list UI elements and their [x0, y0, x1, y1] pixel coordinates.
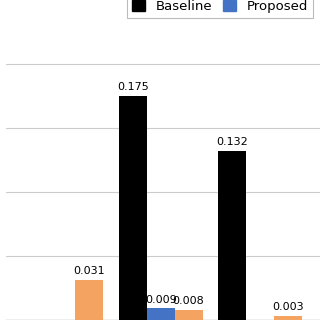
Bar: [219, 151, 246, 320]
Bar: [75, 280, 103, 320]
Bar: [147, 308, 175, 320]
Text: 0.008: 0.008: [173, 296, 204, 306]
Text: 0.031: 0.031: [73, 267, 105, 276]
Bar: [119, 96, 147, 320]
Text: 0.009: 0.009: [145, 295, 177, 305]
Legend: Baseline, Proposed: Baseline, Proposed: [127, 0, 313, 18]
Bar: [274, 316, 302, 320]
Bar: [175, 310, 203, 320]
Text: 0.132: 0.132: [217, 137, 248, 147]
Text: 0.175: 0.175: [117, 82, 149, 92]
Text: 0.003: 0.003: [272, 302, 304, 312]
